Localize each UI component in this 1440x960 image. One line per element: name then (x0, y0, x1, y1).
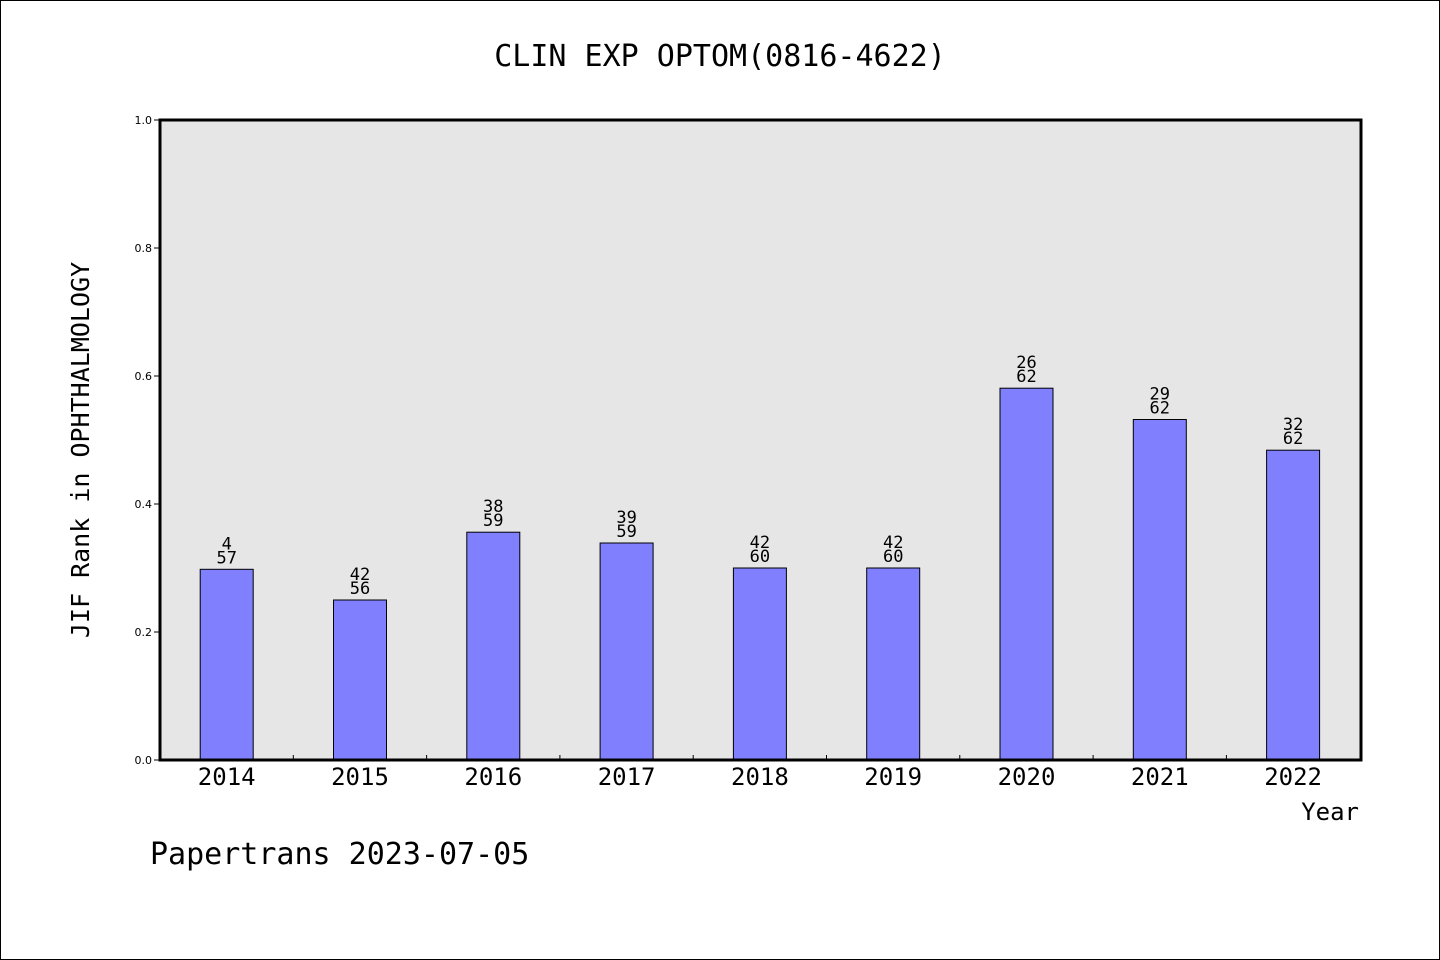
x-axis-ticks: 2014 2015 2016 2017 2018 2019 2020 2021 2022 (198, 755, 1322, 791)
x-tick-label-2022: 2022 (1264, 763, 1322, 791)
bar-rank-label-2022: 32 (1283, 415, 1303, 435)
bar-rank-label-2019: 42 (883, 533, 903, 553)
plot-border (158, 118, 1363, 762)
x-tick-label-2020: 2020 (998, 763, 1056, 791)
bar-2020 (999, 387, 1054, 761)
bar-2015 (333, 599, 387, 761)
x-tick-label-2014: 2014 (198, 763, 256, 791)
bar-rank-label-2020: 26 (1016, 353, 1036, 373)
bar-2014 (199, 568, 254, 761)
bar-rank-label-2014: 4 (222, 534, 232, 554)
bar-rank-label-2015: 42 (350, 565, 370, 585)
bar-total-label-2022: 62 (1283, 429, 1303, 449)
y-tick-label-1.0: 1.0 (135, 114, 153, 127)
x-tick-label-2019: 2019 (864, 763, 922, 791)
bar-2021 (1132, 419, 1187, 761)
x-axis-label: Year (1301, 798, 1359, 826)
bar-2018 (732, 567, 787, 761)
bar-total-label-2019: 60 (883, 547, 903, 567)
source-footer: Papertrans 2023-07-05 (150, 837, 529, 872)
x-tick-label-2017: 2017 (598, 763, 656, 791)
bar-2022 (1266, 449, 1321, 761)
bar-total-label-2014: 57 (216, 548, 236, 568)
y-axis-ticks: 0.0 0.2 0.4 0.6 0.8 1.0 (135, 114, 160, 767)
bar-rank-label-2021: 29 (1150, 385, 1170, 405)
bar-total-label-2018: 60 (750, 547, 770, 567)
bar-rank-label-2018: 42 (750, 533, 770, 553)
x-tick-label-2015: 2015 (331, 763, 389, 791)
bar-rank-label-2016: 38 (483, 497, 503, 517)
bar-2016 (466, 531, 521, 761)
x-tick-label-2018: 2018 (731, 763, 789, 791)
y-axis-label: JIF Rank in OPHTHALMOLOGY (66, 262, 95, 638)
bar-total-label-2017: 59 (616, 522, 636, 542)
y-tick-label-0.0: 0.0 (135, 754, 153, 767)
y-tick-label-0.4: 0.4 (135, 498, 153, 511)
y-tick-label-0.8: 0.8 (135, 242, 153, 255)
bar-total-label-2015: 56 (350, 579, 370, 599)
chart-title: CLIN EXP OPTOM(0816-4622) (494, 39, 946, 74)
bar-2019 (866, 567, 921, 761)
bar-total-label-2020: 62 (1016, 367, 1036, 387)
bar-rank-label-2017: 39 (616, 508, 636, 528)
x-tick-label-2021: 2021 (1131, 763, 1189, 791)
y-tick-label-0.6: 0.6 (135, 370, 153, 383)
x-tick-label-2016: 2016 (464, 763, 522, 791)
bar-total-label-2016: 59 (483, 511, 503, 531)
y-tick-label-0.2: 0.2 (135, 626, 153, 639)
bar-total-label-2021: 62 (1150, 399, 1170, 419)
bar-2017 (599, 542, 654, 761)
bars-group (199, 387, 1321, 761)
